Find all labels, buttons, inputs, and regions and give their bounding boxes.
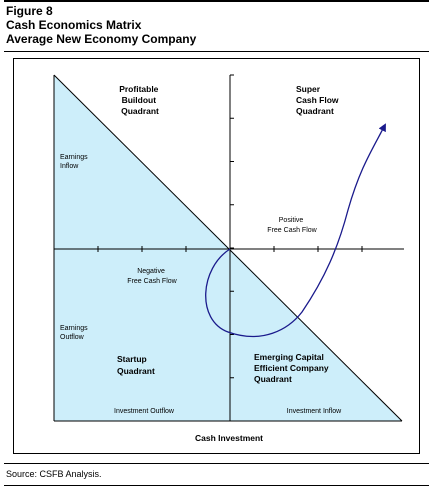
quadrant-bottom-left-label: Startup Quadrant [117, 354, 155, 376]
company-trajectory-curve [205, 123, 386, 338]
bottom-rule [4, 485, 429, 486]
figure-title-line2: Average New Economy Company [6, 32, 197, 46]
top-rule [4, 0, 429, 2]
quadrant-bottom-right-label: Emerging Capital Efficient Company Quadr… [254, 352, 331, 384]
diagram-frame [13, 58, 420, 454]
investment-outflow-label: Investment Outflow [114, 408, 175, 415]
footer-rule [4, 463, 429, 464]
quadrant-top-left-label: Profitable Buildout Quadrant [119, 84, 161, 116]
x-axis-title: Cash Investment [195, 433, 263, 443]
source-note: Source: CSFB Analysis. [6, 469, 102, 479]
figure-title-line1: Cash Economics Matrix [6, 18, 142, 32]
x-axis-ticks [53, 246, 363, 252]
earnings-outflow-label: Earnings Outflow [60, 325, 90, 341]
diagonal-line [53, 74, 403, 422]
quadrant-top-right-label: Super Cash Flow Quadrant [296, 84, 341, 116]
header-rule [4, 51, 429, 52]
investment-inflow-label: Investment Inflow [287, 408, 342, 415]
figure-label: Figure 8 [6, 4, 53, 18]
positive-free-cash-flow-label: Positive Free Cash Flow [267, 217, 317, 234]
negative-free-cash-flow-label: Negative Free Cash Flow [127, 268, 177, 285]
earnings-inflow-label: Earnings Inflow [60, 154, 90, 170]
y-axis-ticks [230, 74, 234, 422]
